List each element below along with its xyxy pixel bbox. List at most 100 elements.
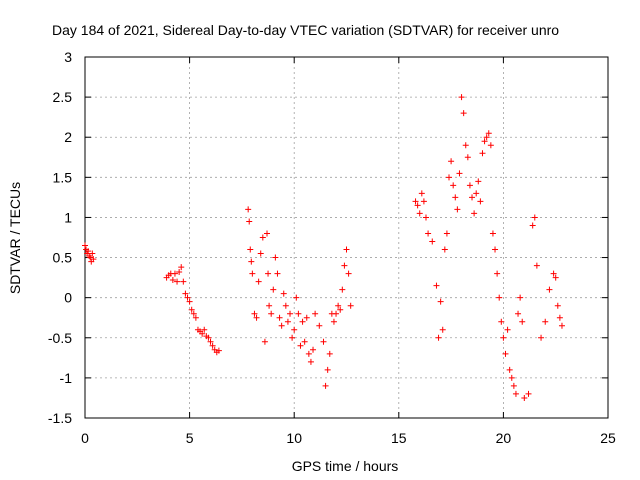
data-point — [251, 310, 258, 317]
data-point — [450, 182, 457, 189]
data-point — [492, 246, 499, 253]
data-point — [261, 338, 268, 345]
data-points — [82, 94, 565, 401]
data-point — [456, 170, 463, 177]
data-point — [282, 302, 289, 309]
data-point — [345, 270, 352, 277]
x-tick-label: 15 — [391, 430, 407, 446]
data-point — [245, 206, 252, 213]
x-tick-label: 5 — [186, 430, 194, 446]
data-point — [500, 334, 507, 341]
data-point — [435, 334, 442, 341]
data-point — [312, 310, 319, 317]
data-point — [437, 298, 444, 305]
data-point — [324, 366, 331, 373]
data-point — [264, 230, 271, 237]
data-point — [248, 258, 255, 265]
y-tick-label: 1 — [64, 209, 72, 225]
data-point — [182, 290, 189, 297]
data-point — [295, 310, 302, 317]
data-point — [190, 310, 197, 317]
data-point — [439, 326, 446, 333]
data-point — [550, 270, 557, 277]
data-point — [558, 322, 565, 329]
data-point — [519, 318, 526, 325]
data-point — [512, 390, 519, 397]
data-point — [464, 154, 471, 161]
data-point — [420, 198, 427, 205]
data-point — [489, 230, 496, 237]
data-point — [169, 277, 176, 284]
data-point — [335, 302, 342, 309]
data-point — [253, 314, 260, 321]
y-tick-label: -1.5 — [48, 410, 72, 426]
y-tick-label: 0 — [64, 290, 72, 306]
y-tick-label: -1 — [60, 370, 73, 386]
data-point — [293, 294, 300, 301]
data-point — [272, 254, 279, 261]
data-point — [171, 270, 178, 277]
data-point — [205, 334, 212, 341]
data-point — [485, 130, 492, 137]
data-point — [502, 350, 509, 357]
data-point — [305, 350, 312, 357]
data-point — [506, 366, 513, 373]
x-tick-label: 20 — [496, 430, 512, 446]
data-point — [268, 310, 275, 317]
data-point — [188, 306, 195, 313]
data-point — [301, 338, 308, 345]
data-point — [441, 246, 448, 253]
data-point — [287, 310, 294, 317]
data-point — [554, 302, 561, 309]
data-point — [525, 390, 532, 397]
data-point — [483, 134, 490, 141]
data-point — [487, 142, 494, 149]
data-point — [89, 250, 96, 257]
y-tick-label: 3 — [64, 49, 72, 65]
data-point — [270, 286, 277, 293]
data-point — [414, 202, 421, 209]
data-point — [246, 218, 253, 225]
data-point — [481, 138, 488, 145]
data-point — [477, 198, 484, 205]
x-axis-label: GPS time / hours — [292, 458, 399, 474]
data-point — [462, 142, 469, 149]
data-point — [347, 302, 354, 309]
y-tick-label: -0.5 — [48, 330, 72, 346]
data-point — [316, 322, 323, 329]
y-tick-label: 2.5 — [53, 89, 73, 105]
data-point — [82, 242, 88, 249]
data-point — [425, 230, 432, 237]
data-point — [174, 278, 181, 285]
data-point — [85, 248, 92, 255]
gridlines — [85, 57, 608, 418]
data-point — [422, 214, 429, 221]
data-point — [343, 246, 350, 253]
data-point — [429, 238, 436, 245]
y-axis-label: SDTVAR / TECUs — [7, 182, 23, 294]
data-point — [322, 382, 329, 389]
data-point — [265, 270, 272, 277]
data-point — [448, 158, 455, 165]
data-point — [209, 342, 216, 349]
data-point — [446, 174, 453, 181]
data-point — [297, 342, 304, 349]
data-point — [87, 254, 94, 261]
data-point — [542, 318, 549, 325]
data-point — [184, 294, 191, 301]
data-point — [192, 314, 199, 321]
data-point — [299, 318, 306, 325]
data-point — [307, 358, 314, 365]
data-point — [517, 294, 524, 301]
data-point — [443, 230, 450, 237]
data-point — [433, 282, 440, 289]
data-point — [538, 334, 545, 341]
data-point — [180, 278, 187, 285]
data-point — [510, 382, 517, 389]
x-tick-label: 0 — [81, 430, 89, 446]
data-point — [452, 194, 459, 201]
x-tick-label: 10 — [286, 430, 302, 446]
tick-labels: -1.5 -1 -0.5 0 0.5 1 1.5 2 2.5 3 0 5 10 15 20 25 — [48, 49, 616, 446]
data-point — [508, 374, 515, 381]
